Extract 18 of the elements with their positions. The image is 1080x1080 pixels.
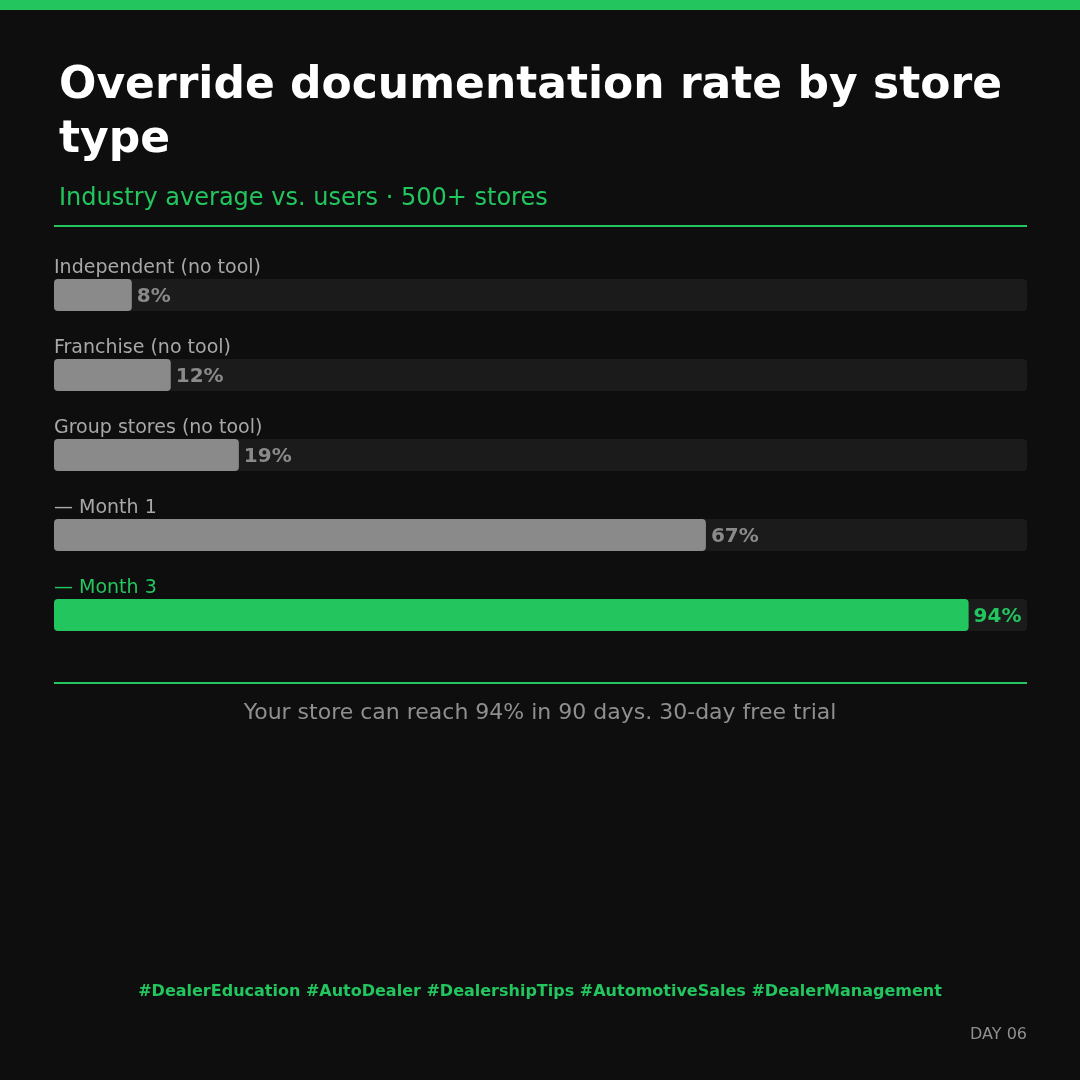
data-label: 67% [710,523,759,547]
bar [54,279,132,311]
y-tick-label: Group stores (no tool) [54,414,263,437]
text: DAY 06 [970,1023,1028,1043]
bar [54,439,239,471]
text: #DealerEducation #AutoDealer #DealershipTips #AutomotiveSales #DealerManagement [138,980,943,1000]
text: Your store can reach 94% in 90 days. 30-day free trial [242,698,837,724]
data-label: 19% [243,443,292,467]
y-tick-label: Franchise (no tool) [54,334,231,357]
data-label: 12% [175,363,224,387]
y-tick-label: Independent (no tool) [54,254,261,277]
data-label: 94% [973,603,1022,627]
y-tick-label: — Month 1 [54,494,157,517]
chart-subtitle: Industry average vs. users · 500+ stores [59,183,548,211]
bar [54,359,171,391]
y-tick-label: — Month 3 [54,574,157,597]
data-label: 8% [136,283,171,307]
chart-title: Override documentation rate by store type [59,56,1018,162]
